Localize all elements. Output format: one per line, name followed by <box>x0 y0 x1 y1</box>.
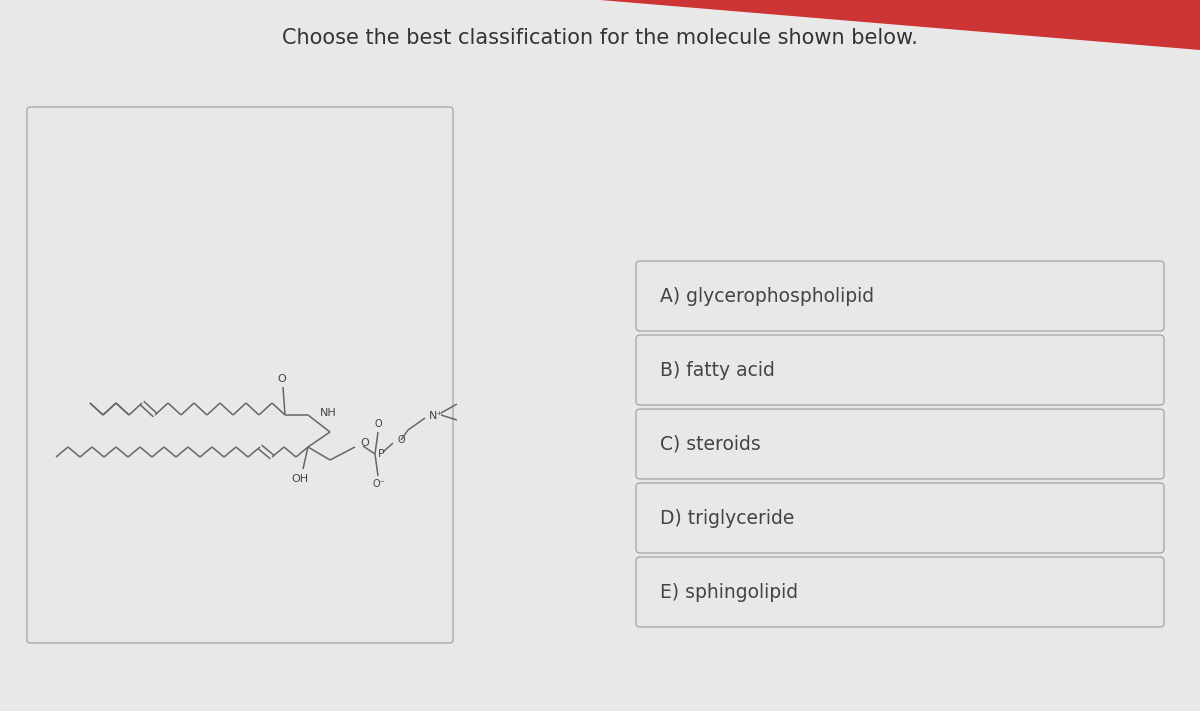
Text: A) glycerophospholipid: A) glycerophospholipid <box>660 287 874 306</box>
FancyBboxPatch shape <box>636 335 1164 405</box>
Text: O⁻: O⁻ <box>373 479 385 489</box>
Text: NH: NH <box>320 408 337 418</box>
Text: O: O <box>360 438 368 448</box>
Text: O: O <box>397 435 404 445</box>
Text: P: P <box>378 449 385 459</box>
FancyBboxPatch shape <box>636 261 1164 331</box>
Text: Choose the best classification for the molecule shown below.: Choose the best classification for the m… <box>282 28 918 48</box>
Text: O: O <box>277 374 287 384</box>
Text: D) triglyceride: D) triglyceride <box>660 508 794 528</box>
FancyBboxPatch shape <box>636 483 1164 553</box>
Text: O: O <box>374 419 382 429</box>
FancyBboxPatch shape <box>28 107 454 643</box>
FancyBboxPatch shape <box>636 557 1164 627</box>
Text: N⁺: N⁺ <box>430 411 443 421</box>
FancyBboxPatch shape <box>636 409 1164 479</box>
Text: OH: OH <box>292 474 308 484</box>
Text: B) fatty acid: B) fatty acid <box>660 360 775 380</box>
Polygon shape <box>600 0 1200 50</box>
Text: C) steroids: C) steroids <box>660 434 761 454</box>
Text: E) sphingolipid: E) sphingolipid <box>660 582 798 602</box>
